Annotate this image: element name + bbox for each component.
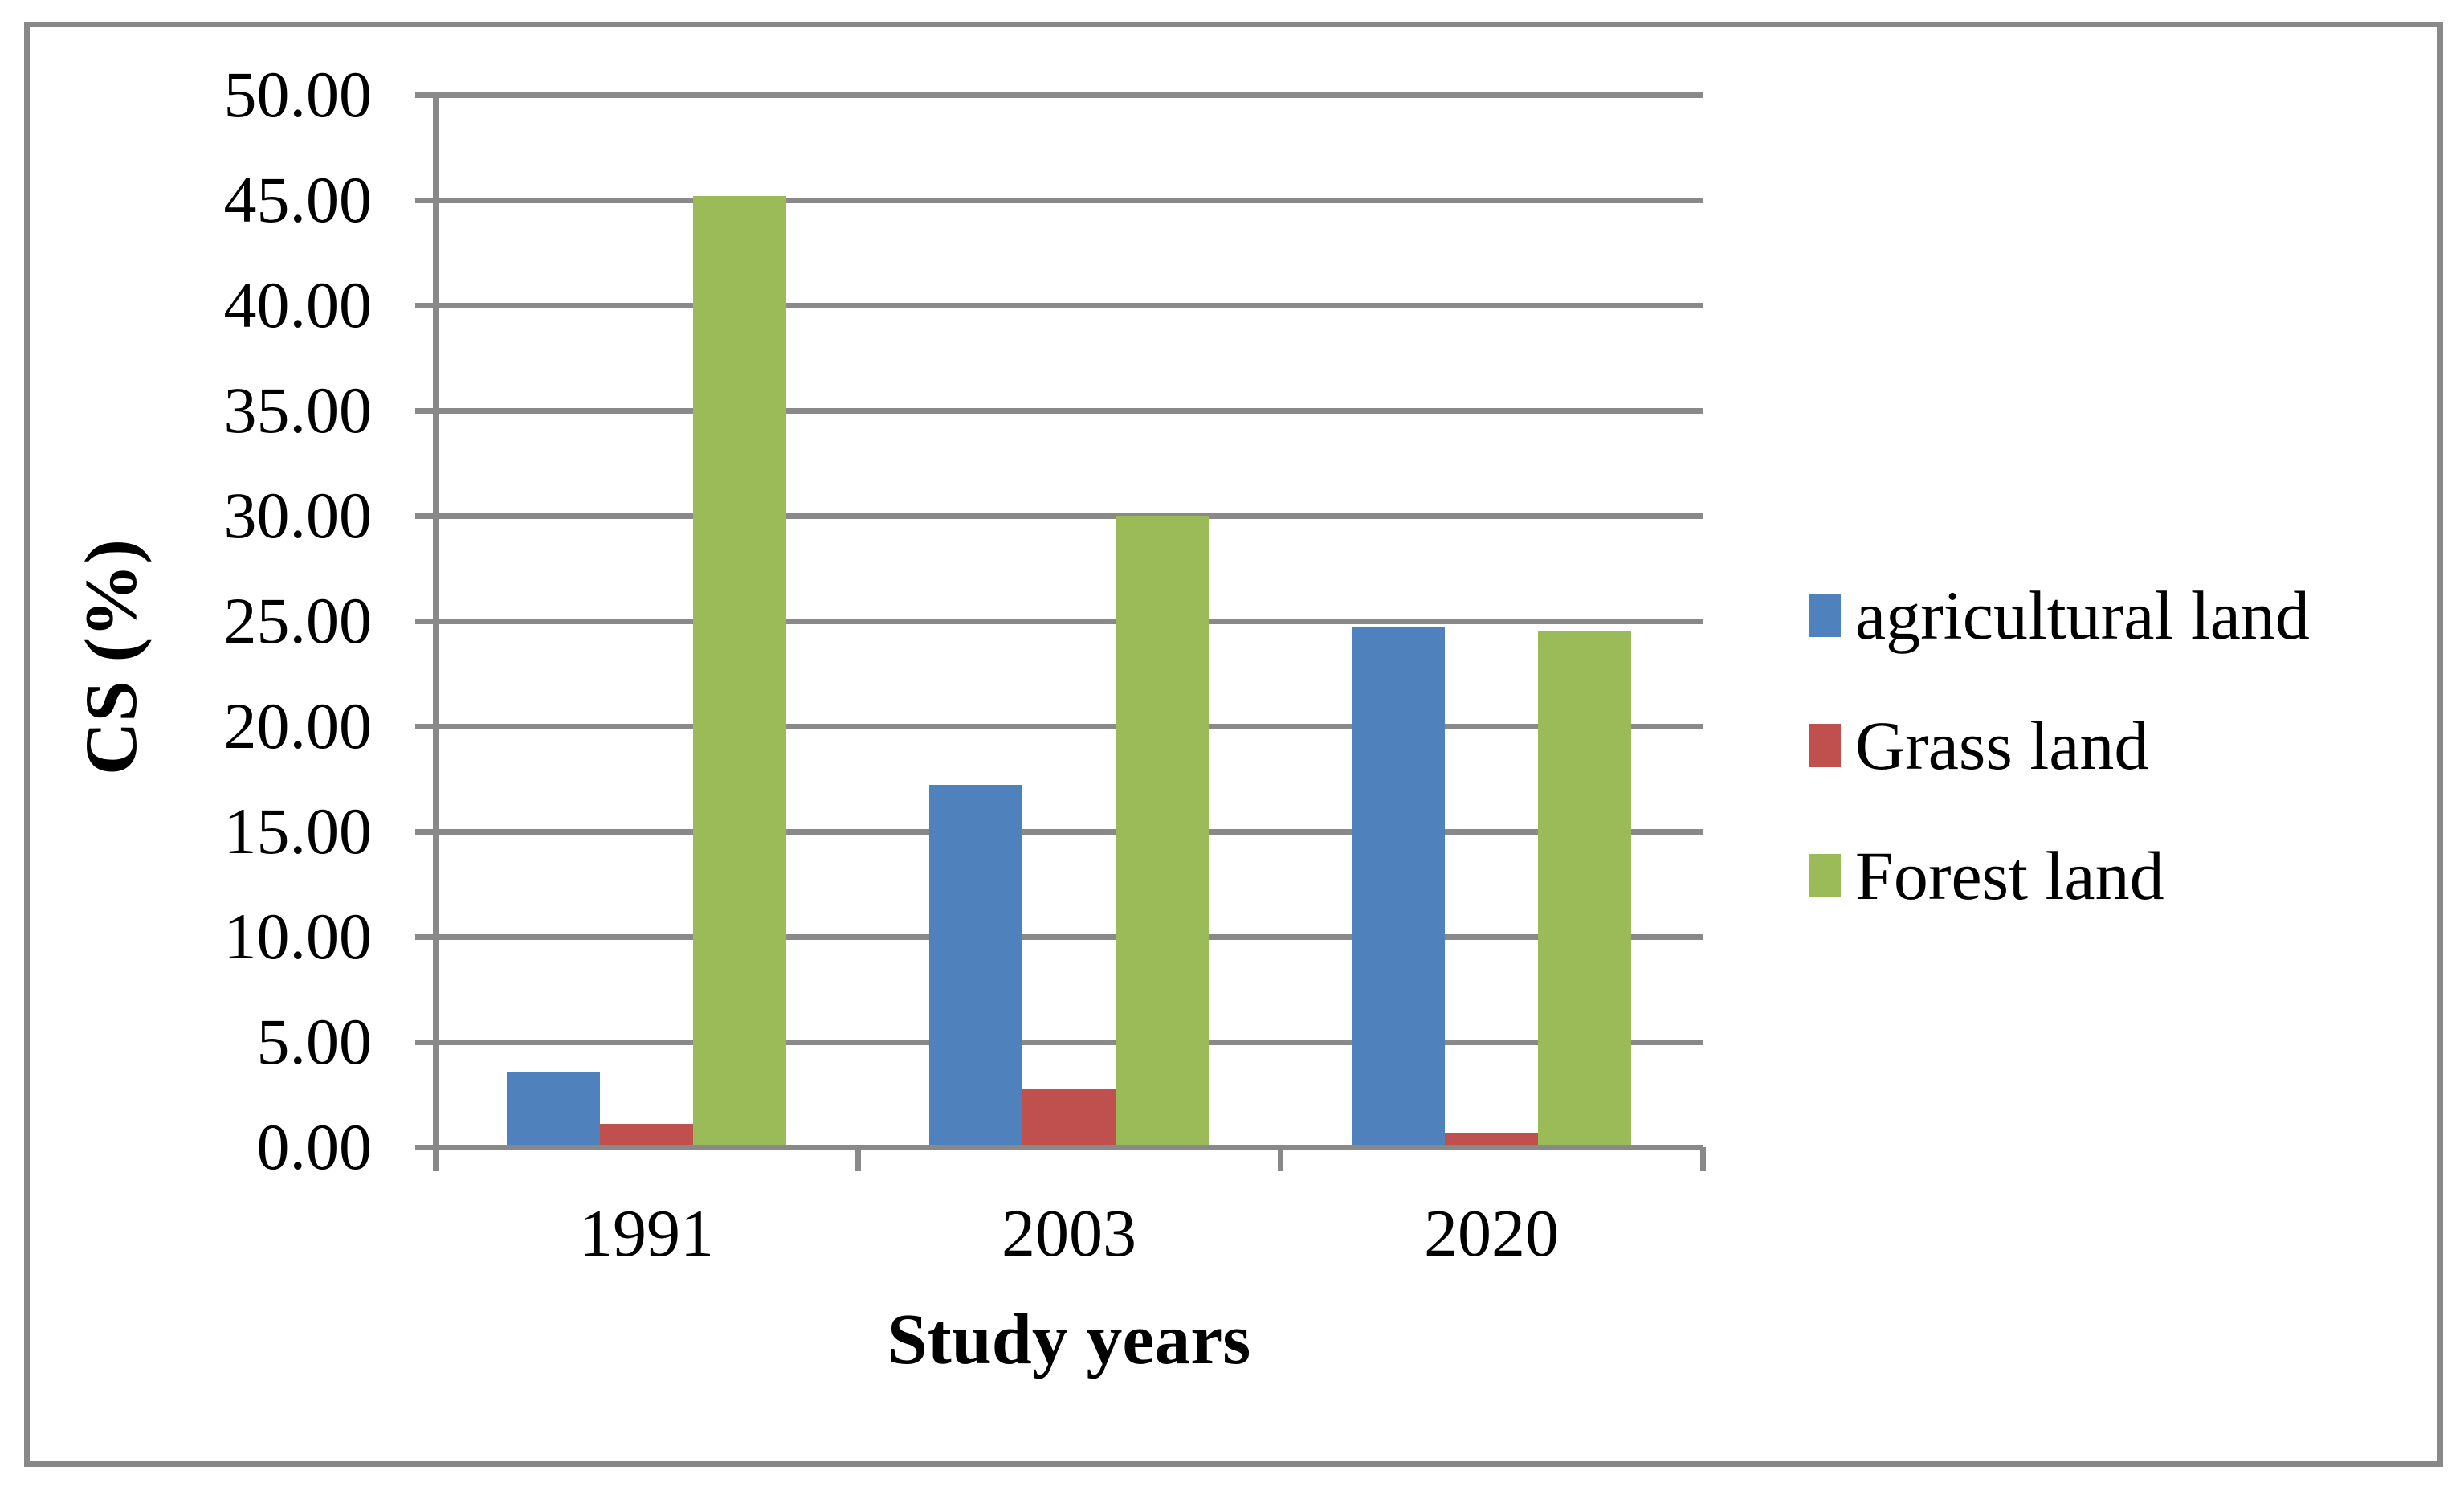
y-tick-label: 35.00 [223,374,373,447]
y-tick-label: 30.00 [223,479,373,552]
x-axis-title: Study years [887,1300,1251,1379]
bar-grass-land-2003 [1022,1088,1116,1147]
bar-forest-land-1991 [693,195,786,1147]
gridline [415,828,1703,835]
y-axis-line [432,95,439,1171]
legend-label: Grass land [1855,707,2149,784]
x-tick-label: 1991 [579,1196,714,1271]
legend-label: Forest land [1855,837,2164,914]
y-tick-label: 50.00 [223,58,373,131]
figure-border [24,22,2443,1467]
bar-grass-land-1991 [600,1124,693,1147]
legend-color-swatch [1809,724,1841,767]
gridline [415,618,1703,624]
y-tick-label: 15.00 [223,795,373,868]
x-axis-line [415,1144,1703,1150]
x-tick-label: 2020 [1424,1196,1559,1271]
bar-forest-land-2003 [1116,516,1209,1147]
gridline [415,723,1703,729]
x-tick-label: 2003 [1002,1196,1136,1271]
legend-color-swatch [1809,594,1841,637]
bar-forest-land-2020 [1538,631,1631,1147]
bar-agricultural-land-2020 [1352,627,1445,1147]
y-tick-label: 25.00 [223,584,373,657]
category-tick [1277,1147,1283,1171]
gridline [415,302,1703,308]
bar-agricultural-land-1991 [507,1071,600,1147]
y-tick-label: 5.00 [256,1005,373,1078]
category-tick [1699,1147,1706,1171]
y-tick-label: 45.00 [223,163,373,236]
legend-color-swatch [1809,854,1841,897]
y-tick-label: 40.00 [223,268,373,341]
bar-agricultural-land-2003 [929,785,1022,1147]
y-tick-label: 0.00 [256,1110,373,1183]
gridline [415,513,1703,519]
y-tick-label: 20.00 [223,689,373,762]
gridline [415,1039,1703,1045]
bar-grass-land-2020 [1445,1132,1538,1147]
gridline [415,407,1703,414]
y-tick-label: 10.00 [223,900,373,973]
gridline [415,197,1703,203]
gridline [415,92,1703,98]
category-tick [855,1147,861,1171]
legend-label: agricultural land [1855,577,2310,654]
gridline [415,933,1703,940]
